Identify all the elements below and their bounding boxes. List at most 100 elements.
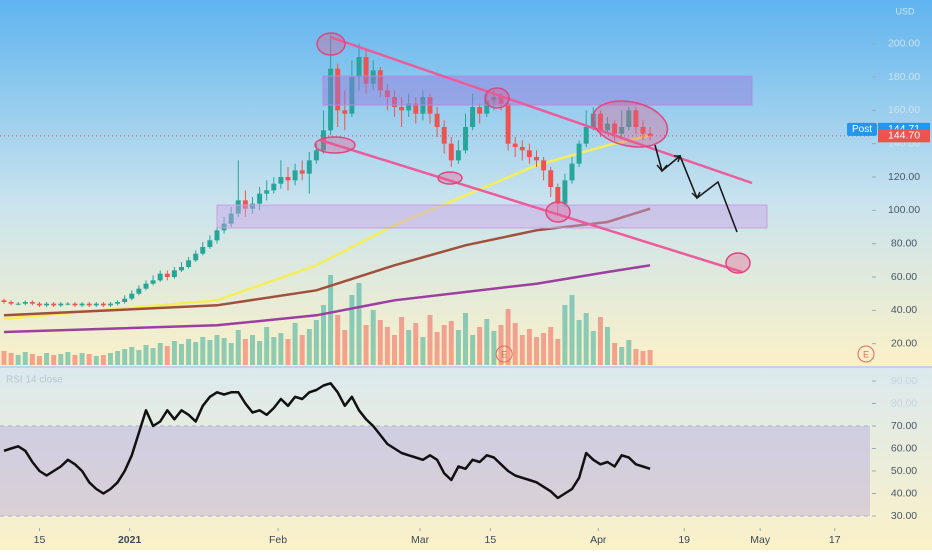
volume-bar: [313, 320, 319, 365]
y-tick-label: 90.00: [891, 375, 917, 387]
volume-bar: [463, 313, 468, 365]
volume-bar: [136, 350, 142, 365]
candle-body: [1, 300, 7, 302]
volume-bar: [427, 315, 433, 365]
volume-bar: [342, 330, 348, 365]
candle-body: [470, 107, 476, 127]
candle-body: [619, 127, 625, 134]
volume-bar: [349, 295, 355, 365]
candle-body: [448, 143, 454, 161]
highlight: [725, 252, 751, 274]
volume-bar: [107, 353, 113, 365]
candle-body: [576, 143, 582, 164]
highlight: [437, 171, 463, 185]
volume-bar: [526, 329, 532, 365]
earnings-label: E: [501, 349, 507, 359]
candle-body: [8, 302, 14, 304]
volume-bar: [22, 352, 28, 365]
candle-body: [285, 177, 291, 181]
y-tick-label: 120.00: [888, 171, 920, 183]
candle-body: [534, 157, 539, 161]
volume-bar: [335, 315, 341, 365]
volume-bar: [65, 352, 71, 365]
volume-bar: [228, 343, 234, 365]
candle-body: [491, 97, 497, 101]
y-tick-label: 100.00: [888, 204, 920, 216]
candle-body: [22, 302, 28, 304]
post-tag: [847, 122, 877, 136]
volume-bar: [555, 339, 561, 365]
volume-bar: [626, 340, 632, 365]
candle-body: [384, 90, 390, 97]
volume-bar: [441, 325, 447, 365]
x-tick-label: Apr: [590, 534, 607, 546]
volume-bar: [569, 295, 575, 365]
volume-bar: [633, 349, 639, 365]
volume-bar: [44, 353, 50, 365]
candle-body: [228, 213, 234, 224]
volume-bar: [328, 275, 334, 365]
volume-bar: [612, 343, 618, 365]
candle-body: [157, 273, 163, 281]
candle-body: [477, 107, 483, 114]
volume-bar: [72, 355, 78, 365]
candle-body: [186, 260, 192, 267]
volume-bar: [58, 354, 64, 365]
candle-body: [455, 150, 461, 161]
price-pane: [0, 0, 932, 366]
volume-bar: [399, 317, 405, 365]
volume-bar: [207, 340, 213, 365]
volume-bar: [455, 330, 461, 365]
x-tick-label: Feb: [269, 534, 287, 546]
candle-body: [413, 103, 419, 114]
candle-body: [164, 273, 170, 277]
candle-body: [377, 70, 383, 91]
x-tick-label: Mar: [411, 534, 430, 546]
candle-body: [512, 143, 518, 147]
volume-bar: [512, 323, 518, 365]
volume-bar: [356, 283, 362, 365]
candle-body: [93, 303, 99, 306]
volume-bar: [178, 344, 184, 365]
candle-body: [214, 230, 220, 241]
volume-bar: [434, 332, 440, 365]
candle-body: [178, 267, 184, 271]
channel-lower: [319, 138, 743, 274]
y-tick-label: 70.00: [891, 420, 917, 432]
volume-bar: [150, 348, 156, 365]
candle-body: [548, 170, 554, 187]
candle-body: [58, 303, 64, 306]
candle-body: [100, 303, 106, 306]
post-tag-label: Post: [852, 124, 872, 135]
volume-bar: [470, 335, 476, 365]
volume-bar: [619, 347, 625, 365]
y-tick-label: 180.00: [888, 71, 920, 83]
candle-body: [15, 303, 21, 305]
volume-bar: [186, 339, 192, 365]
candle-body: [29, 302, 35, 304]
candle-body: [434, 113, 440, 127]
candle-body: [647, 133, 653, 136]
volume-bar: [115, 351, 121, 365]
volume-bar: [143, 345, 149, 365]
candle-body: [150, 280, 156, 284]
candle-body: [72, 303, 78, 306]
candle-body: [612, 123, 618, 134]
volume-bar: [505, 309, 511, 365]
volume-bar: [51, 355, 57, 365]
volume-bar: [129, 347, 135, 365]
volume-bar: [93, 356, 99, 365]
candle-body: [257, 193, 263, 204]
volume-bar: [370, 310, 376, 365]
volume-bar: [392, 335, 397, 365]
moving-average: [3, 134, 651, 320]
candle-body: [136, 288, 142, 294]
currency-label: USD: [895, 6, 915, 16]
volume-bar: [491, 331, 497, 365]
indicator-title: RSI 14 close: [6, 375, 63, 386]
earnings-label: E: [863, 349, 869, 359]
candle-body: [250, 203, 255, 209]
y-tick-label: 80.00: [891, 237, 917, 249]
y-tick-label: 30.00: [891, 510, 917, 522]
candle-body: [541, 160, 547, 171]
